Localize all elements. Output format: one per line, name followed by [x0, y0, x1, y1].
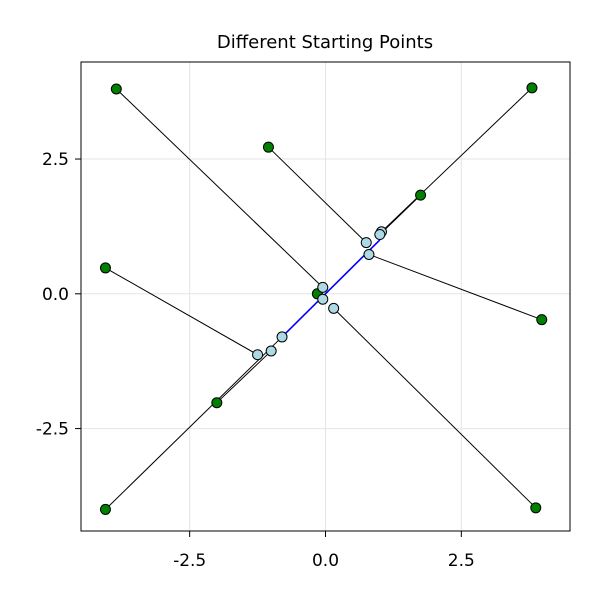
x-tick-label-0: -2.5	[173, 551, 206, 571]
path-line-0	[115, 88, 324, 288]
path-line-8	[333, 308, 537, 509]
end-point-8	[328, 302, 340, 314]
start-point-1	[262, 141, 274, 153]
start-point-6	[211, 397, 223, 409]
markers	[99, 82, 548, 515]
path-lines	[105, 87, 542, 510]
path-line-2	[381, 87, 533, 233]
chart-title: Different Starting Points	[217, 32, 433, 53]
end-point-9	[317, 293, 329, 305]
plot-frame	[80, 61, 571, 532]
axes: -2.5 0.0 2.5 -2.5 0.0 2.5	[36, 150, 475, 571]
end-point-4	[363, 248, 375, 260]
end-point-3	[374, 229, 386, 241]
start-point-2	[526, 82, 538, 94]
start-point-3	[415, 189, 427, 201]
path-line-4	[368, 253, 542, 321]
y-tick-label-0: -2.5	[36, 420, 69, 440]
end-point-5	[252, 349, 264, 361]
start-point-0	[110, 83, 122, 95]
path-line-6	[216, 350, 272, 404]
start-point-5	[99, 262, 111, 274]
x-tick-label-1: 0.0	[312, 551, 339, 571]
end-point-6	[265, 345, 277, 357]
path-line-3	[379, 194, 421, 235]
end-point-7	[276, 331, 288, 343]
start-point-7	[99, 503, 111, 515]
end-point-0	[317, 281, 329, 293]
start-point-4	[536, 314, 548, 326]
y-tick-label-2: 2.5	[42, 150, 69, 170]
path-line-7	[105, 336, 283, 510]
end-point-1	[360, 237, 372, 249]
path-line-1	[268, 146, 367, 243]
y-tick-label-1: 0.0	[42, 285, 69, 305]
x-tick-label-2: 2.5	[448, 551, 475, 571]
start-point-8	[530, 502, 542, 514]
path-line-5	[105, 267, 258, 356]
